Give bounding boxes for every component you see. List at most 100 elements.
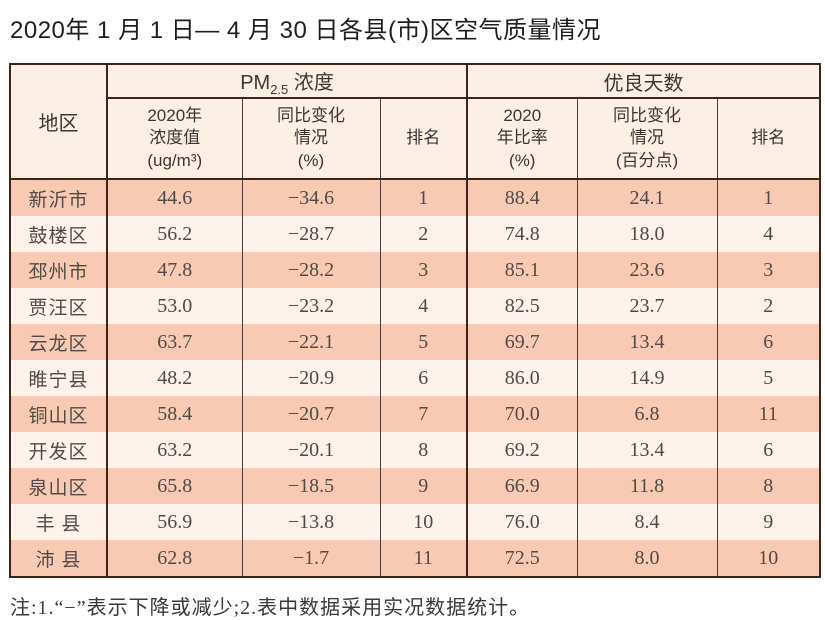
pm-value-cell: 56.2 <box>106 216 242 252</box>
region-cell: 鼓楼区 <box>28 225 89 247</box>
good-days-rate-cell: 82.5 <box>466 288 578 324</box>
footnote: 注:1.“−”表示下降或减少;2.表中数据采用实况数据统计。 <box>10 597 531 619</box>
table-row: 睢宁县 48.2 −20.9 6 86.0 14.9 5 <box>10 360 821 396</box>
table-row: 铜山区 58.4 −20.7 7 70.0 6.8 11 <box>10 396 821 432</box>
region-cell: 铜山区 <box>28 405 89 427</box>
sub-header-row: 2020年 浓度值 (ug/m³) 同比变化 情况 (%) 排名 2020 年比… <box>10 98 821 180</box>
pm-change-cell: −28.7 <box>241 216 380 252</box>
pm-change-cell: −20.9 <box>241 360 380 396</box>
pm-change-cell: −34.6 <box>241 179 380 216</box>
pm-rank-cell: 11 <box>379 540 468 577</box>
good-days-rate-cell: 69.2 <box>466 432 578 468</box>
good-days-change-cell: 8.0 <box>576 540 718 577</box>
pm-rank-cell: 5 <box>379 324 468 360</box>
good-days-rate-cell: 86.0 <box>466 360 578 396</box>
pm-rank-cell: 7 <box>379 396 468 432</box>
good-days-change-cell: 11.8 <box>576 468 718 504</box>
table-row: 泉山区 65.8 −18.5 9 66.9 11.8 8 <box>10 468 821 504</box>
pm-value-cell: 58.4 <box>106 396 242 432</box>
pm-rank-cell: 10 <box>379 504 468 540</box>
pm-value-cell: 62.8 <box>106 540 242 577</box>
region-cell: 睢宁县 <box>28 369 89 391</box>
good-days-change-cell: 23.7 <box>576 288 718 324</box>
table-row: 贾汪区 53.0 −23.2 4 82.5 23.7 2 <box>10 288 821 324</box>
pm-rank-cell: 8 <box>379 432 468 468</box>
column-header-pm-value: 2020年 浓度值 (ug/m³) <box>106 98 242 180</box>
good-days-rate-cell: 88.4 <box>466 179 578 216</box>
pm-change-cell: −20.7 <box>241 396 380 432</box>
pm25-label-subscript: 2.5 <box>270 81 289 97</box>
good-days-rank-cell: 6 <box>716 324 821 360</box>
good-days-change-cell: 14.9 <box>576 360 718 396</box>
page-title: 2020年 1 月 1 日— 4 月 30 日各县(市)区空气质量情况 <box>10 17 601 44</box>
good-days-rate-cell: 69.7 <box>466 324 578 360</box>
good-days-rank-cell: 8 <box>716 468 821 504</box>
good-days-rate-cell: 66.9 <box>466 468 578 504</box>
pm-rank-cell: 2 <box>379 216 468 252</box>
good-days-rate-cell: 72.5 <box>466 540 578 577</box>
column-header-rate-change: 同比变化 情况 (百分点) <box>576 98 718 180</box>
good-days-rate-cell: 76.0 <box>466 504 578 540</box>
pm-value-cell: 63.7 <box>106 324 242 360</box>
table-row: 新沂市 44.6 −34.6 1 88.4 24.1 1 <box>10 179 821 216</box>
pm-value-cell: 44.6 <box>106 179 242 216</box>
pm-change-cell: −20.1 <box>241 432 380 468</box>
pm-change-cell: −1.7 <box>241 540 380 577</box>
good-days-rank-cell: 3 <box>716 252 821 288</box>
pm-change-cell: −28.2 <box>241 252 380 288</box>
pm25-label-suffix: 浓度 <box>288 71 334 94</box>
column-header-pm-change: 同比变化 情况 (%) <box>241 98 380 180</box>
region-cell: 泉山区 <box>28 477 89 499</box>
region-cell: 云龙区 <box>28 333 89 355</box>
column-header-rate: 2020 年比率 (%) <box>466 98 578 180</box>
table-row: 云龙区 63.7 −22.1 5 69.7 13.4 6 <box>10 324 821 360</box>
table-row: 丰 县 56.9 −13.8 10 76.0 8.4 9 <box>10 504 821 540</box>
good-days-change-cell: 6.8 <box>576 396 718 432</box>
pm-rank-cell: 1 <box>379 179 468 216</box>
pm-rank-cell: 9 <box>379 468 468 504</box>
good-days-rank-cell: 5 <box>716 360 821 396</box>
table-row: 沛 县 62.8 −1.7 11 72.5 8.0 10 <box>10 540 821 577</box>
pm-value-cell: 63.2 <box>106 432 242 468</box>
pm-value-cell: 48.2 <box>106 360 242 396</box>
good-days-change-cell: 13.4 <box>576 324 718 360</box>
column-group-good-days: 优良天数 <box>466 64 821 99</box>
region-cell: 新沂市 <box>28 189 89 211</box>
pm-value-cell: 53.0 <box>106 288 242 324</box>
good-days-change-cell: 18.0 <box>576 216 718 252</box>
good-days-rank-cell: 9 <box>716 504 821 540</box>
table-row: 开发区 63.2 −20.1 8 69.2 13.4 6 <box>10 432 821 468</box>
pm-value-cell: 56.9 <box>106 504 242 540</box>
region-cell: 沛 县 <box>35 549 82 571</box>
good-days-rank-cell: 10 <box>716 540 821 577</box>
column-header-pm-rank: 排名 <box>379 98 468 180</box>
air-quality-table: 地区 PM2.5 浓度 优良天数 2020年 浓度值 (ug/m³) 同比变化 … <box>9 63 822 578</box>
good-days-change-cell: 8.4 <box>576 504 718 540</box>
table-body: 新沂市 44.6 −34.6 1 88.4 24.1 1 鼓楼区 56.2 −2… <box>10 179 821 577</box>
pm-rank-cell: 6 <box>379 360 468 396</box>
good-days-rank-cell: 4 <box>716 216 821 252</box>
good-days-rate-cell: 85.1 <box>466 252 578 288</box>
region-cell: 邳州市 <box>28 261 89 283</box>
region-cell: 丰 县 <box>35 513 82 535</box>
pm-change-cell: −22.1 <box>241 324 380 360</box>
column-header-region: 地区 <box>10 64 107 180</box>
column-header-rate-rank: 排名 <box>716 98 821 180</box>
pm25-label-prefix: PM <box>240 71 271 94</box>
pm-rank-cell: 4 <box>379 288 468 324</box>
good-days-rank-cell: 6 <box>716 432 821 468</box>
pm-change-cell: −18.5 <box>241 468 380 504</box>
good-days-change-cell: 24.1 <box>576 179 718 216</box>
pm-change-cell: −13.8 <box>241 504 380 540</box>
table-header: 地区 PM2.5 浓度 优良天数 2020年 浓度值 (ug/m³) 同比变化 … <box>10 64 821 180</box>
region-cell: 开发区 <box>28 441 89 463</box>
pm-value-cell: 47.8 <box>106 252 242 288</box>
good-days-rank-cell: 1 <box>716 179 821 216</box>
region-cell: 贾汪区 <box>28 297 89 319</box>
table-row: 鼓楼区 56.2 −28.7 2 74.8 18.0 4 <box>10 216 821 252</box>
pm-rank-cell: 3 <box>379 252 468 288</box>
group-header-row: 地区 PM2.5 浓度 优良天数 <box>10 64 821 180</box>
pm-change-cell: −23.2 <box>241 288 380 324</box>
good-days-rank-cell: 2 <box>716 288 821 324</box>
